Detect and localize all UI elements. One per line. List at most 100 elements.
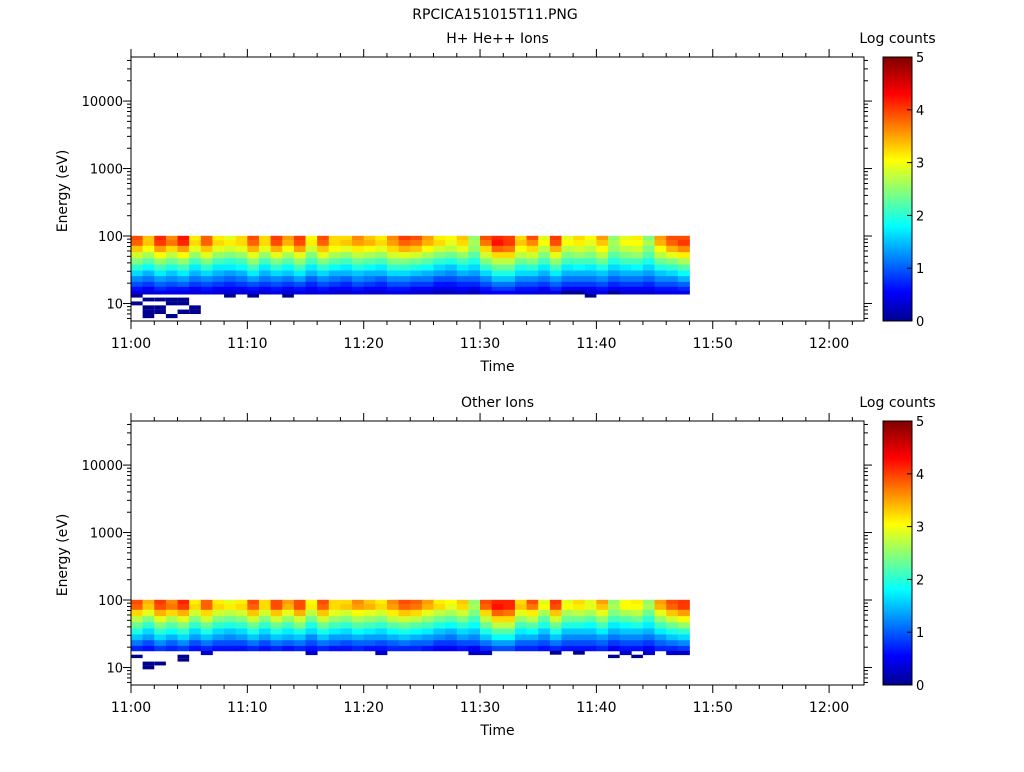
heatmap-cell <box>282 281 295 288</box>
heatmap-cell <box>282 270 295 277</box>
heatmap-cell <box>666 252 679 259</box>
heatmap-cell <box>293 264 306 271</box>
heatmap-cell <box>596 281 609 288</box>
heatmap-cell <box>398 290 411 295</box>
heatmap-cell <box>328 286 341 292</box>
heatmap-cell <box>375 245 388 253</box>
heatmap-cell <box>177 252 190 259</box>
heatmap-cell <box>549 609 562 617</box>
heatmap-cell <box>631 245 644 253</box>
heatmap-cell <box>177 599 190 605</box>
heatmap-cell <box>538 252 551 259</box>
heatmap-cell <box>619 640 632 647</box>
heatmap-cell <box>468 645 481 652</box>
heatmap-cell <box>131 281 144 288</box>
heatmap-cell <box>654 240 667 247</box>
heatmap-cell <box>328 616 341 623</box>
heatmap-cell <box>514 290 527 295</box>
heatmap-cell <box>398 622 411 629</box>
heatmap-cell <box>235 604 248 611</box>
heatmap-cell <box>445 645 458 652</box>
heatmap-cell <box>328 270 341 277</box>
heatmap-cell-sparse <box>165 301 178 306</box>
heatmap-cell <box>165 264 178 271</box>
heatmap-cell <box>224 235 237 241</box>
heatmap-cell <box>666 235 679 241</box>
heatmap-cell <box>468 634 481 641</box>
heatmap-cell <box>480 609 493 617</box>
heatmap-cell <box>538 276 551 283</box>
heatmap-cell <box>619 235 632 241</box>
heatmap-cell <box>677 235 690 241</box>
heatmap-cell <box>317 270 330 277</box>
heatmap-cell <box>445 609 458 617</box>
heatmap-cell <box>317 616 330 623</box>
heatmap-cell <box>165 622 178 629</box>
x-tick-label: 11:20 <box>344 700 384 716</box>
heatmap-cell <box>375 640 388 647</box>
heatmap-cell-sparse <box>608 654 620 659</box>
heatmap-cell <box>363 281 376 288</box>
heatmap-cell <box>514 634 527 641</box>
heatmap-cell <box>282 245 295 253</box>
heatmap-cell <box>456 640 469 647</box>
heatmap-cell <box>631 286 644 292</box>
heatmap-cell <box>305 252 318 259</box>
heatmap-cell <box>258 640 272 647</box>
heatmap-cell <box>293 645 306 652</box>
heatmap-cell <box>189 628 202 635</box>
heatmap-cell <box>293 609 306 617</box>
heatmap-cell <box>386 604 399 611</box>
heatmap-cell <box>549 599 562 605</box>
heatmap-cell <box>165 645 178 652</box>
heatmap-cell <box>305 622 318 629</box>
heatmap-cell <box>305 616 318 623</box>
heatmap-cell <box>131 270 144 277</box>
page-title: RPCICA151015T11.PNG <box>412 7 577 23</box>
heatmap-cell <box>433 240 446 247</box>
heatmap-cell <box>619 258 632 265</box>
heatmap-cell <box>468 281 481 288</box>
heatmap-cell <box>363 258 376 265</box>
heatmap-cell <box>177 286 190 292</box>
heatmap-cell <box>212 616 225 623</box>
heatmap-cell <box>142 290 155 295</box>
heatmap-cell <box>247 628 260 635</box>
heatmap-cell <box>270 616 283 623</box>
heatmap-cell <box>480 634 493 641</box>
heatmap-cell <box>468 240 481 247</box>
heatmap-cell <box>142 286 155 292</box>
heatmap-cell <box>654 616 667 623</box>
heatmap-cell <box>200 290 213 295</box>
heatmap-cell <box>224 616 237 623</box>
heatmap-cell <box>131 616 144 623</box>
heatmap-cell <box>561 286 574 292</box>
heatmap-cell <box>573 645 586 652</box>
heatmap-cell <box>445 270 458 277</box>
heatmap-cell <box>293 252 306 259</box>
heatmap-cell <box>293 270 306 277</box>
heatmap-cell <box>305 240 318 247</box>
y-tick-label: 1000 <box>90 163 123 178</box>
heatmap-cell <box>340 264 353 271</box>
heatmap-cell-sparse <box>131 654 143 659</box>
heatmap-cell <box>165 235 178 241</box>
heatmap-cell <box>456 622 469 629</box>
heatmap-cell <box>573 622 586 629</box>
heatmap-cell <box>165 599 178 605</box>
heatmap-cell <box>258 286 272 292</box>
heatmap-cell <box>445 281 458 288</box>
heatmap-cell <box>305 634 318 641</box>
heatmap-cell <box>631 235 644 241</box>
heatmap-cell <box>596 604 609 611</box>
heatmap-cell <box>584 240 597 247</box>
heatmap-cell <box>538 270 551 277</box>
heatmap-cell <box>538 281 551 288</box>
heatmap-cell <box>410 286 423 292</box>
heatmap-cell <box>468 604 481 611</box>
heatmap-cell <box>375 622 388 629</box>
heatmap-cell <box>165 616 178 623</box>
y-tick-label: 10000 <box>82 459 123 474</box>
heatmap-cell <box>189 290 202 295</box>
heatmap-cell <box>456 634 469 641</box>
